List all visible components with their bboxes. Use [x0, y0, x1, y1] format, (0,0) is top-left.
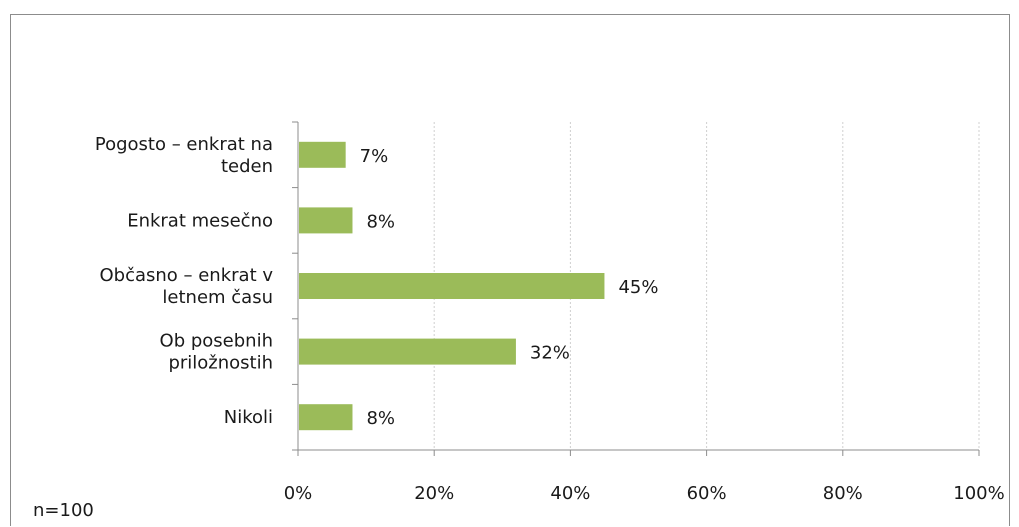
data-label: 8%: [366, 211, 395, 232]
x-tick-label: 20%: [414, 483, 454, 504]
sample-size-note: n=100: [33, 500, 94, 521]
category-label: Občasno – enkrat v letnem času: [99, 265, 273, 308]
bar: [299, 338, 516, 365]
category-label: Nikoli: [224, 407, 273, 428]
category-label: Enkrat mesečno: [127, 210, 273, 231]
data-label: 32%: [530, 343, 570, 364]
data-label: 7%: [360, 146, 389, 167]
bar: [299, 141, 346, 168]
x-tick-label: 40%: [550, 483, 590, 504]
category-label: Ob posebnih priložnostih: [160, 331, 273, 374]
category-label-line: Nikoli: [224, 407, 273, 428]
x-tick-label: 80%: [823, 483, 863, 504]
x-tick-label: 0%: [284, 483, 313, 504]
category-label-line: Ob posebnih: [160, 331, 273, 352]
x-tick-label: 100%: [953, 483, 1004, 504]
category-label-line: priložnostih: [168, 353, 273, 374]
chart-frame: [10, 14, 1010, 526]
x-tick-label: 60%: [687, 483, 727, 504]
category-label-line: Občasno – enkrat v: [99, 265, 273, 286]
data-label: 45%: [618, 277, 658, 298]
category-label-line: teden: [221, 156, 273, 177]
data-label: 8%: [366, 408, 395, 429]
category-label: Pogosto – enkrat na teden: [95, 134, 273, 177]
category-label-line: Enkrat mesečno: [127, 210, 273, 231]
bar: [299, 273, 605, 299]
category-label-line: letnem času: [162, 287, 273, 308]
category-label-line: Pogosto – enkrat na: [95, 134, 273, 155]
bar: [299, 404, 353, 431]
bar: [299, 207, 353, 234]
